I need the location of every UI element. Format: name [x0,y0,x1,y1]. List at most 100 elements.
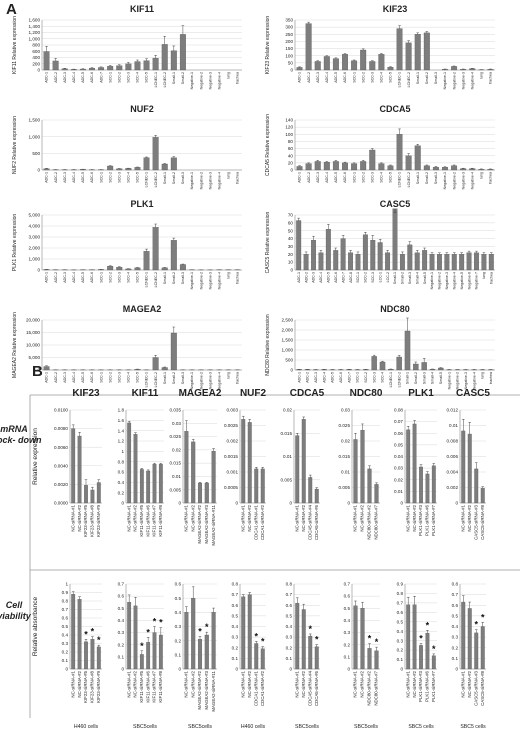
bar-nc-sirna-2 [468,434,472,503]
bar-lcnec-2 [153,227,159,270]
chart-b-knockdown-casc5-15: CASC500.0020.0040.0060.0080.010.012NC-si… [447,388,491,540]
bar-nc-sirna-2 [191,442,195,503]
bar-magea2-sirna-3 [205,483,209,503]
y-tick-label: 0 [400,501,403,506]
y-tick-label: 0.3 [175,624,182,629]
x-tick-label: LCNEC-1 [154,72,158,87]
bar-lcnec-2 [153,137,159,170]
x-tick-label: NC-siRNA-#2 [133,670,138,697]
y-axis-label: PLK1 Relative expression [12,214,18,271]
y-tick-label: 2,500 [282,318,294,323]
bar-negative-1 [430,254,435,270]
y-axis-label: CASC5 Relative expression [265,211,271,273]
x-tick-label: ADC-4 [72,372,76,383]
y-tick-label: 0.0100 [54,408,68,413]
y-tick-label: 0.3 [397,638,404,643]
bar-adc-1 [44,52,50,70]
chart-title: CASC5 [380,199,411,209]
x-tick-label: NC-siRNA-#2 [467,670,472,697]
y-tick-label: 0.4 [118,618,125,623]
x-tick-label: Small-2 [172,372,176,384]
x-tick-label: NC-siRNA-#1 [405,504,410,531]
x-tick-label: Small-2 [181,72,185,84]
bar-plk1-sirna-7 [432,466,436,503]
significance-star: * [474,620,478,630]
y-tick-label: 0.5 [175,596,182,601]
x-tick-label: NC-siRNA-#2 [247,504,252,531]
x-tick-label: Negative-2 [199,72,203,89]
x-tick-label: ADC-4 [325,72,329,83]
y-tick-label: 0.02 [394,477,403,482]
cell-line-label: H460 cells [241,724,266,730]
y-tick-label: 0.6 [62,616,69,621]
y-tick-label: 0.006 [447,454,459,459]
bar-negative-5 [459,254,464,270]
y-tick-label: 0 [178,667,181,672]
y-tick-label: 0 [347,501,350,506]
x-tick-label: MAGEA2-siRNA-#11 [211,670,216,711]
x-tick-label: CDCA5-siRNA-#6 [314,504,319,540]
y-tick-label: 0.5 [232,613,239,618]
x-tick-label: Small-3 [434,172,438,184]
significance-star: * [153,617,157,627]
x-tick-label: Negative-3 [461,172,465,189]
chart-title: KIF11 [132,388,159,399]
bar-nc-sirna-1 [461,602,465,669]
y-tick-label: 0.1 [175,652,182,657]
x-tick-label: Negative-2 [199,272,203,289]
bar-magea2-sirna-2 [198,639,202,669]
x-tick-label: Small-5 [423,272,427,284]
bar-nc-sirna-2 [361,608,365,669]
bar-negative-1 [442,167,448,170]
y-tick-label: 0.2 [452,645,459,650]
y-axis-label: MAGEA2 Relative expression [12,312,18,378]
x-tick-label: KIF11-siRNA-#5 [139,670,144,702]
x-tick-label: MAGEA2-siRNA-#3 [204,670,209,709]
bar-nc-sirna-1 [295,603,299,669]
x-tick-label: lung [482,272,486,279]
bar-kif11-sirna-5 [140,469,143,503]
x-tick-label: trachea [236,72,240,84]
bar-adc-6 [342,163,348,170]
significance-star: * [97,635,101,645]
y-tick-label: 0.1 [344,654,351,659]
x-tick-label: ADC-6 [90,272,94,283]
x-tick-label: PLK1-siRNA-#7 [431,504,436,536]
x-tick-label: Small-2 [401,272,405,284]
y-tick-label: 5,000 [29,355,41,360]
x-tick-label: NC-siRNA-#2 [360,670,365,697]
x-tick-label: NC-siRNA-#1 [70,504,75,531]
x-tick-label: ADC-2 [54,172,58,183]
x-tick-label: SCC-1 [99,172,103,183]
x-tick-label: ADC-6 [90,172,94,183]
y-tick-label: 0.4 [286,624,293,629]
bar-adc-3 [62,69,68,70]
x-tick-label: CASC5-siRNA-#8 [480,670,485,705]
y-tick-label: 0.9 [62,590,69,595]
x-tick-label: NC-siRNA-#1 [240,670,245,697]
bar-kif23-sirna-9 [97,483,101,503]
y-tick-label: 15,000 [26,330,40,335]
x-tick-label: Small-3 [181,172,185,184]
bar-lcnec-2 [406,43,412,70]
bar-small-1 [162,268,168,270]
x-tick-label: SCC-2 [361,72,365,83]
y-tick-label: 0.004 [447,470,459,475]
bar-nc-sirna-1 [185,431,189,503]
x-tick-label: lung [480,172,484,179]
x-tick-label: SCC-5 [389,72,393,83]
y-tick-label: 500 [32,151,40,156]
bar-adc-6 [89,68,95,70]
x-tick-label: Negative-3 [461,72,465,89]
bar-casc5-sirna-8 [481,488,485,503]
x-tick-label: LCC-1 [378,272,382,282]
y-tick-label: 250 [285,32,293,37]
x-tick-label: NC-siRNA-#2 [301,670,306,697]
chart-b-knockdown-plk1-14: PLK100.010.020.030.040.050.060.070.08NC-… [394,388,437,536]
x-tick-label: NDC80-siRNA-#2 [367,504,372,539]
y-tick-label: 0.4 [397,629,404,634]
bar-small-5 [422,250,427,270]
y-tick-label: 0 [121,667,124,672]
y-tick-label: 0.7 [286,592,293,597]
bar-small-1 [415,34,421,70]
